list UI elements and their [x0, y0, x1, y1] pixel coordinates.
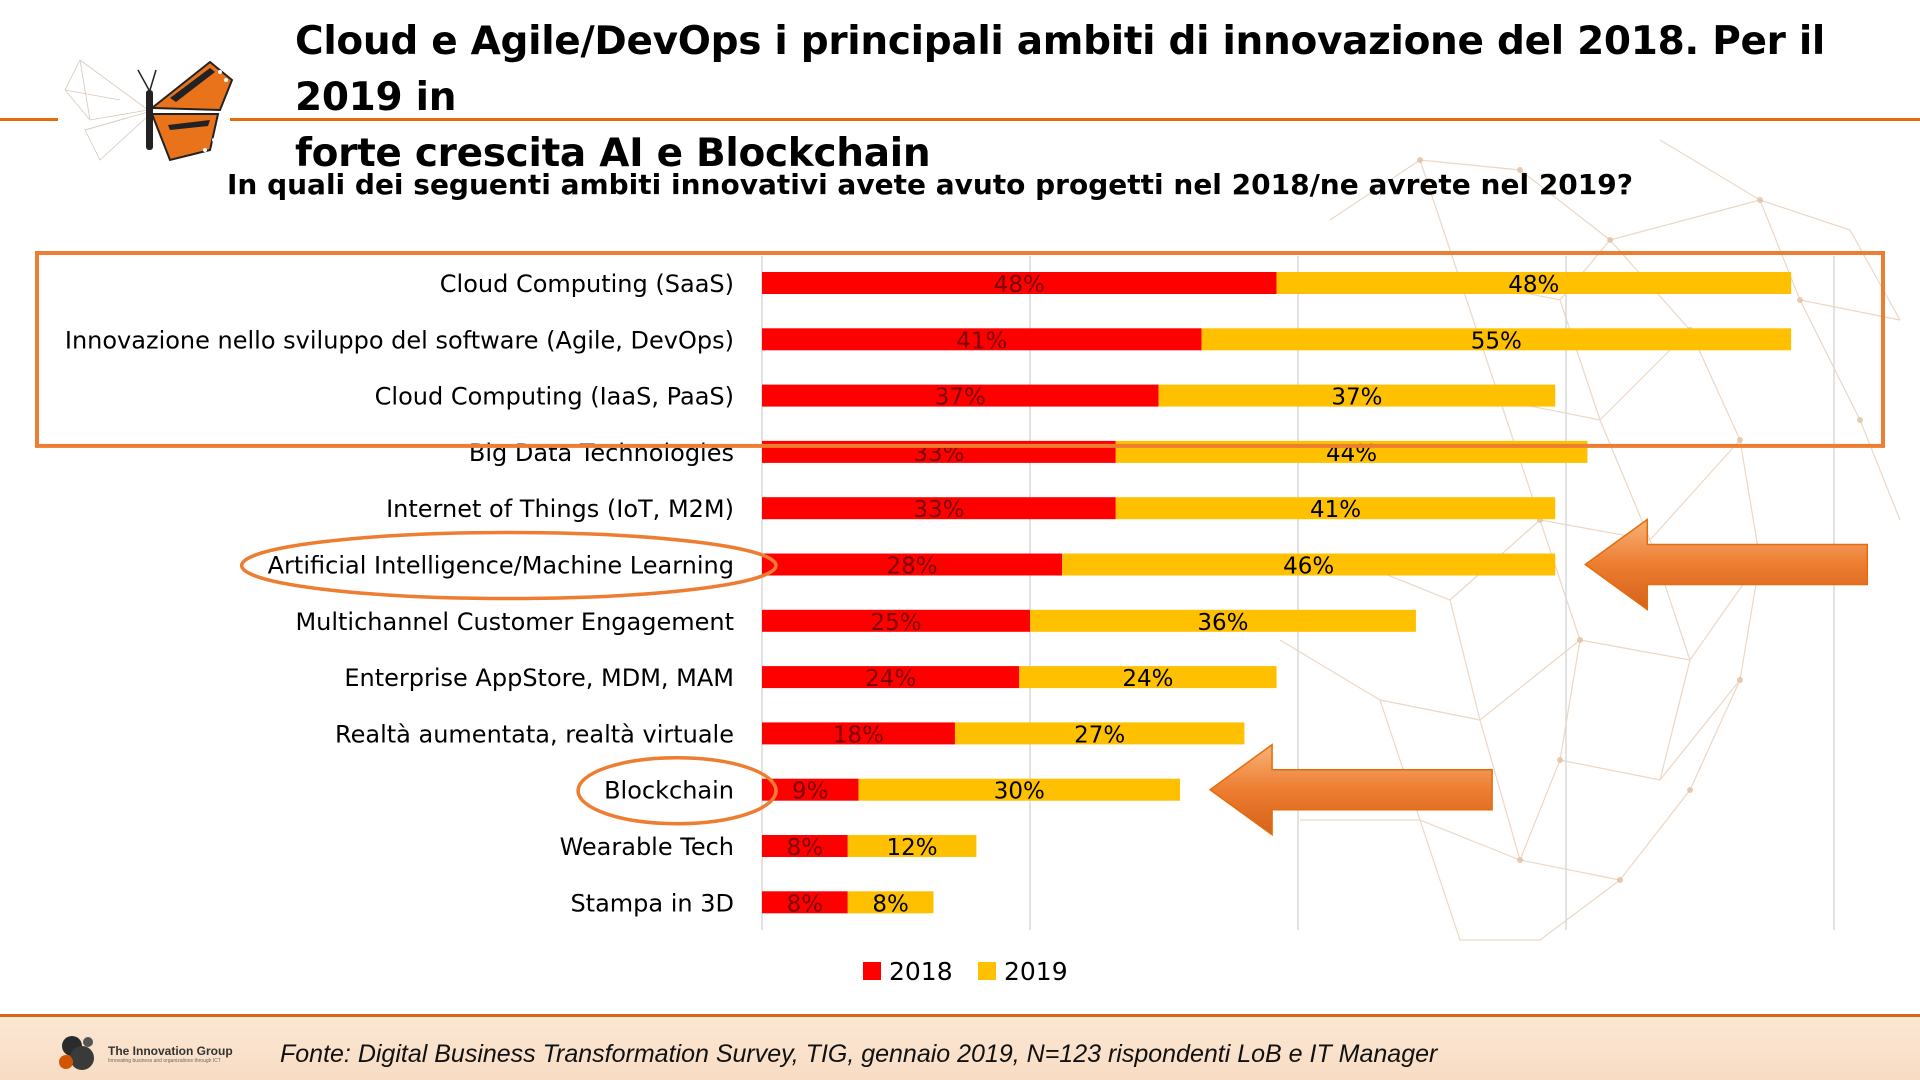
slide-title-line-2: forte crescita AI e Blockchain — [295, 131, 931, 176]
category-label: Stampa in 3D — [570, 889, 734, 917]
legend-swatch — [863, 962, 881, 980]
bar-2018 — [762, 272, 1277, 294]
bar-2019 — [858, 778, 1181, 801]
slide-title: Cloud e Agile/DevOps i principali ambiti… — [295, 14, 1895, 182]
category-label: Multichannel Customer Engagement — [295, 608, 734, 636]
left-arrow-icon — [1584, 518, 1869, 611]
highlight-ellipse — [576, 755, 778, 826]
footer-bar — [0, 1017, 1920, 1080]
data-label: 8% — [787, 835, 824, 861]
category-label: Cloud Computing (SaaS) — [440, 270, 734, 298]
category-label: Wearable Tech — [560, 833, 734, 861]
bar-2018 — [762, 835, 848, 857]
bar-2018 — [762, 666, 1020, 689]
category-label: Internet of Things (IoT, M2M) — [386, 495, 734, 523]
data-label: 41% — [956, 328, 1007, 354]
data-label: 25% — [870, 610, 921, 636]
company-name: The Innovation Group — [108, 1044, 233, 1058]
bar-2019 — [1019, 666, 1277, 689]
bar-2019 — [1276, 272, 1792, 294]
legend-label: 2018 — [889, 957, 953, 986]
footer-rule — [0, 1014, 1920, 1019]
data-label: 9% — [792, 779, 829, 805]
category-label: Cloud Computing (IaaS, PaaS) — [375, 383, 734, 411]
data-label: 8% — [787, 891, 824, 917]
category-label: Big Data Technologies — [469, 439, 734, 467]
header-rule-left — [0, 118, 58, 121]
bar-2018 — [762, 328, 1202, 351]
bar-2019 — [1030, 609, 1416, 632]
company-tagline: Innovating business and organizations th… — [108, 1058, 221, 1064]
data-label: 46% — [1283, 554, 1334, 580]
category-label: Innovazione nello sviluppo del software … — [65, 326, 734, 354]
legend-label: 2019 — [1004, 957, 1068, 986]
left-arrow-icon — [1208, 743, 1493, 837]
footer-source: Fonte: Digital Business Transformation S… — [280, 1040, 1438, 1068]
data-label: 37% — [935, 385, 986, 411]
data-label: 24% — [1122, 666, 1173, 692]
bar-2019 — [1201, 328, 1792, 351]
bar-2019 — [954, 722, 1245, 745]
data-label: 18% — [833, 722, 884, 748]
butterfly-logo — [64, 59, 234, 162]
data-label: 30% — [994, 779, 1045, 805]
category-label: Realtà aumentata, realtà virtuale — [335, 720, 734, 748]
data-label: 48% — [994, 272, 1045, 298]
bar-2018 — [762, 778, 859, 801]
bar-2018 — [762, 384, 1159, 407]
company-logo — [59, 1036, 94, 1070]
data-label: 36% — [1197, 610, 1248, 636]
data-label: 28% — [887, 554, 938, 580]
data-label: 24% — [865, 666, 916, 692]
legend-swatch — [978, 962, 996, 980]
slide-title-line-1: Cloud e Agile/DevOps i principali ambiti… — [295, 19, 1825, 120]
highlight-ellipse — [239, 530, 778, 601]
bar-2018 — [762, 891, 848, 914]
data-label: 48% — [1508, 272, 1559, 298]
bar-2019 — [847, 835, 977, 857]
header-rule — [230, 118, 1920, 121]
data-label: 37% — [1331, 385, 1382, 411]
data-label: 12% — [887, 835, 938, 861]
bar-2018 — [762, 609, 1030, 632]
data-label: 27% — [1074, 722, 1125, 748]
data-label: 33% — [913, 497, 964, 523]
data-label: 8% — [872, 891, 909, 917]
bar-2018 — [762, 553, 1063, 576]
bar-2019 — [1158, 384, 1556, 407]
category-label: Blockchain — [604, 777, 734, 805]
category-label: Artificial Intelligence/Machine Learning — [268, 552, 734, 580]
data-label: 55% — [1471, 328, 1522, 354]
bar-2019 — [1062, 553, 1556, 576]
data-label: 41% — [1310, 497, 1361, 523]
chart-title: In quali dei seguenti ambiti innovativi … — [226, 168, 1633, 201]
bar-2018 — [762, 497, 1116, 520]
bar-2018 — [762, 722, 955, 745]
bar-2019 — [847, 891, 934, 914]
highlight-box — [35, 251, 1885, 448]
bar-2019 — [1115, 497, 1556, 520]
category-label: Enterprise AppStore, MDM, MAM — [344, 664, 734, 692]
